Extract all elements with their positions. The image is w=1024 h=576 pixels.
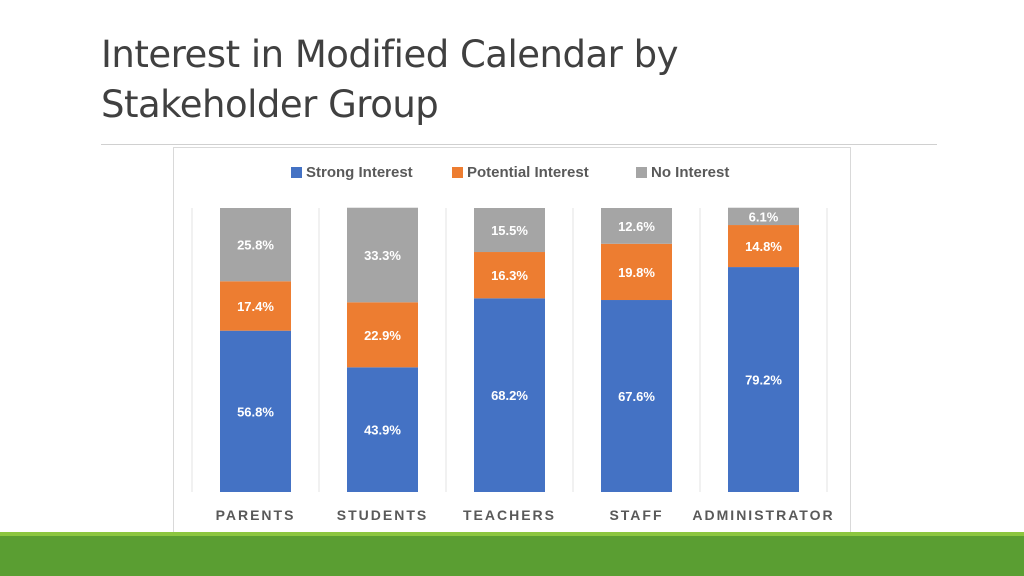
chart-category-axis: PARENTS STUDENTS TEACHERS STAFF ADMINISTRATO…: [216, 507, 834, 523]
category-label-0: PARENTS: [216, 507, 296, 523]
category-label-3: STAFF: [609, 507, 663, 523]
data-label-2-series-0: 68.2%: [491, 388, 528, 403]
data-label-3-series-1: 19.8%: [618, 265, 655, 280]
bar-2-series-0: [474, 298, 545, 492]
data-label-1-series-0: 43.9%: [364, 423, 401, 438]
data-label-1-series-2: 33.3%: [364, 248, 401, 263]
bar-4-series-0: [728, 267, 799, 492]
legend-swatch-1: [452, 167, 463, 178]
data-label-0-series-2: 25.8%: [237, 238, 274, 253]
bar-1-series-2: [347, 207, 418, 303]
chart-vertical-gridlines: [191, 208, 828, 492]
bar-0-series-1: [220, 281, 291, 331]
bar-2-series-2: [474, 208, 545, 253]
data-label-3-series-2: 12.6%: [618, 219, 655, 234]
slide-title: Interest in Modified Calendar by Stakeho…: [101, 30, 901, 130]
bar-1-series-0: [347, 367, 418, 492]
title-divider: [101, 144, 937, 145]
bar-4-series-1: [728, 225, 799, 268]
footer-band: [0, 536, 1024, 576]
bar-0-series-2: [220, 208, 291, 282]
legend-label-2: No Interest: [651, 164, 729, 181]
chart-bars: [220, 207, 799, 492]
data-label-0-series-1: 17.4%: [237, 299, 274, 314]
bar-4-series-2: [728, 207, 799, 226]
bar-0-series-0: [220, 330, 291, 492]
legend-swatch-0: [291, 167, 302, 178]
data-label-2-series-2: 15.5%: [491, 223, 528, 238]
legend-label-0: Strong Interest: [306, 164, 413, 181]
data-label-2-series-1: 16.3%: [491, 268, 528, 283]
bar-3-series-2: [601, 208, 672, 244]
legend-swatch-2: [636, 167, 647, 178]
data-label-4-series-0: 79.2%: [745, 373, 782, 388]
data-label-4-series-1: 14.8%: [745, 239, 782, 254]
legend-label-1: Potential Interest: [467, 164, 589, 181]
slide-title-line-2: Stakeholder Group: [101, 83, 439, 126]
slide-title-line-1: Interest in Modified Calendar by: [101, 33, 679, 76]
chart-container: Strong Interest Potential Interest No Inte…: [173, 147, 851, 534]
data-label-4-series-2: 6.1%: [749, 209, 779, 224]
bar-3-series-0: [601, 300, 672, 492]
bar-1-series-1: [347, 302, 418, 368]
category-label-2: TEACHERS: [463, 507, 556, 523]
category-label-4: ADMINISTRATOR: [692, 507, 834, 523]
chart-legend: Strong Interest Potential Interest No Inte…: [291, 164, 729, 181]
category-label-1: STUDENTS: [337, 507, 428, 523]
stacked-bar-chart: Strong Interest Potential Interest No Inte…: [191, 164, 834, 523]
data-label-0-series-0: 56.8%: [237, 404, 274, 419]
bar-2-series-1: [474, 252, 545, 299]
data-label-3-series-0: 67.6%: [618, 389, 655, 404]
data-label-1-series-1: 22.9%: [364, 328, 401, 343]
footer-accent-stripe: [0, 532, 1024, 536]
bar-3-series-1: [601, 243, 672, 301]
chart-data-labels: 56.8% 17.4% 25.8% 43.9% 22.9% 33.3% 68.2% 16.3%…: [237, 209, 782, 437]
